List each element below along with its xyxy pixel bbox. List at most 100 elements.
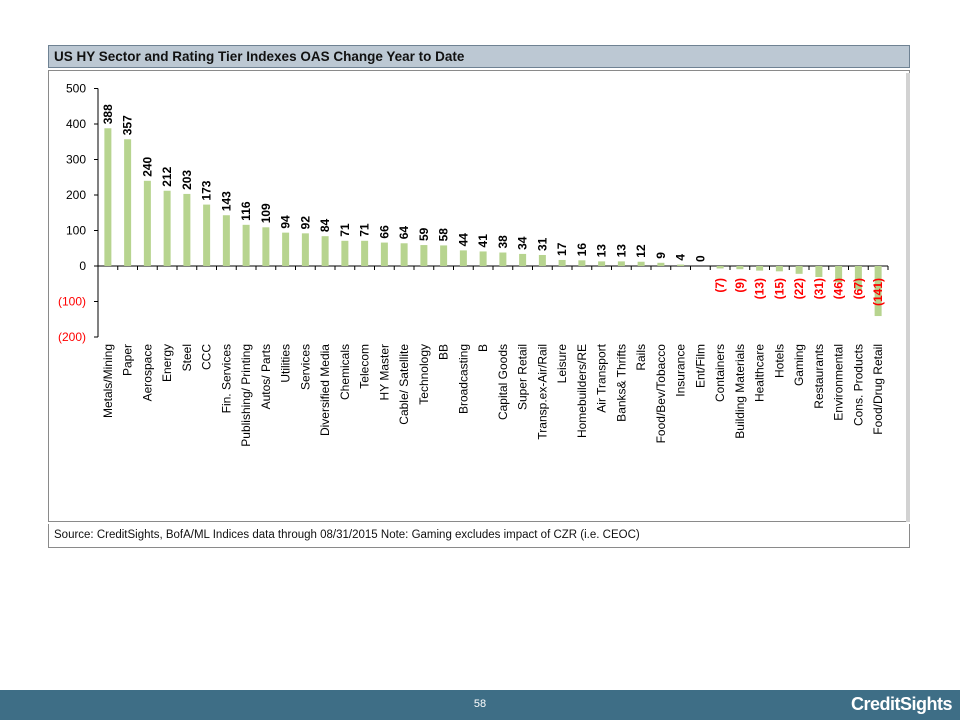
y-tick-label: (100) [58, 295, 86, 309]
bar [756, 266, 764, 271]
data-label: 17 [555, 242, 569, 256]
category-label: Air Transport [595, 343, 609, 412]
category-label: Gaming [792, 344, 806, 386]
category-label: Healthcare [753, 344, 767, 402]
bar [558, 259, 566, 266]
category-label: B [476, 344, 490, 352]
data-label: 66 [377, 225, 391, 239]
data-label: (67) [851, 278, 865, 299]
category-label: Food/Bev/Tobacco [654, 344, 668, 444]
y-tick-label: 100 [66, 224, 86, 238]
data-label: 0 [693, 255, 707, 262]
category-label: Diversified Media [318, 344, 332, 436]
bar [617, 261, 625, 266]
category-label: Broadcasting [456, 344, 470, 414]
bar [361, 240, 369, 266]
bar [499, 252, 507, 266]
category-label: Restaurants [812, 344, 826, 409]
category-label: Environmental [832, 344, 846, 421]
chart-title-bar: US HY Sector and Rating Tier Indexes OAS… [48, 45, 910, 68]
data-label: (141) [871, 278, 885, 306]
category-label: Paper [121, 344, 135, 376]
category-label: Leisure [555, 344, 569, 384]
bar [519, 253, 527, 266]
panel-shadow [906, 73, 910, 522]
data-label: 58 [437, 228, 451, 242]
category-label: Metals/Mining [101, 344, 115, 418]
data-label: 92 [298, 216, 312, 230]
category-label: Super Retail [516, 344, 530, 410]
bar [736, 266, 744, 270]
data-label: (31) [812, 278, 826, 299]
data-label: 13 [614, 244, 628, 258]
category-label: Cons. Products [851, 344, 865, 426]
bar [262, 227, 270, 266]
data-label: 38 [496, 235, 510, 249]
footer-bar: 58 CreditSights [0, 690, 960, 720]
bar [124, 139, 132, 266]
data-label: 16 [575, 243, 589, 257]
data-label: 44 [456, 233, 470, 247]
bar [578, 260, 586, 266]
data-label: 212 [160, 166, 174, 186]
data-label: (22) [792, 278, 806, 299]
bar [598, 261, 606, 266]
data-label: 64 [397, 226, 411, 240]
category-label: Containers [713, 344, 727, 402]
data-label: 71 [358, 223, 372, 237]
data-label: 31 [535, 237, 549, 251]
y-tick-label: 0 [79, 259, 86, 273]
bar [854, 266, 862, 290]
bar [538, 254, 546, 266]
bar [459, 250, 467, 266]
bar [163, 190, 171, 266]
data-label: 13 [595, 244, 609, 258]
bar [222, 215, 230, 266]
y-tick-label: 500 [66, 82, 86, 96]
category-label: Hotels [772, 344, 786, 378]
category-label: Food/Drug Retail [871, 344, 885, 435]
bar [795, 266, 803, 274]
bar [341, 240, 349, 266]
y-tick-label: 300 [66, 153, 86, 167]
bar [716, 266, 724, 269]
bar [380, 242, 388, 266]
bar [143, 180, 151, 266]
bar [420, 245, 428, 266]
bar [637, 261, 645, 266]
category-label: Capital Goods [496, 344, 510, 420]
brand-logo: CreditSights [850, 694, 953, 714]
data-label: 71 [338, 223, 352, 237]
data-label: 34 [516, 236, 530, 250]
bar [440, 245, 448, 266]
data-label: 143 [219, 191, 233, 211]
bar [815, 266, 823, 278]
data-label: 388 [101, 104, 115, 124]
data-label: 203 [180, 170, 194, 190]
category-label: Fin. Services [219, 344, 233, 413]
data-label: 41 [476, 234, 490, 248]
bar [835, 266, 843, 283]
y-tick-label: (200) [58, 330, 86, 344]
category-label: Banks& Thrifts [614, 344, 628, 422]
data-label: 94 [279, 215, 293, 229]
data-label: (9) [733, 278, 747, 293]
category-label: Autos/ Parts [259, 344, 273, 409]
category-label: Rails [634, 344, 648, 371]
source-note-box: Source: CreditSights, BofA/ML Indices da… [48, 524, 910, 548]
bar [321, 236, 329, 266]
category-label: Publishing/ Printing [239, 344, 253, 447]
category-label: Aerospace [140, 344, 154, 402]
data-label: 9 [654, 252, 668, 259]
data-label: 84 [318, 219, 332, 233]
data-label: 109 [259, 203, 273, 223]
category-label: Services [298, 344, 312, 390]
bar [479, 251, 487, 266]
data-label: (46) [832, 278, 846, 299]
category-label: Telecom [358, 344, 372, 389]
data-label: 12 [634, 244, 648, 258]
category-label: Cable/ Satellite [397, 344, 411, 425]
category-label: Ent/Film [693, 344, 707, 388]
bar [242, 224, 250, 266]
